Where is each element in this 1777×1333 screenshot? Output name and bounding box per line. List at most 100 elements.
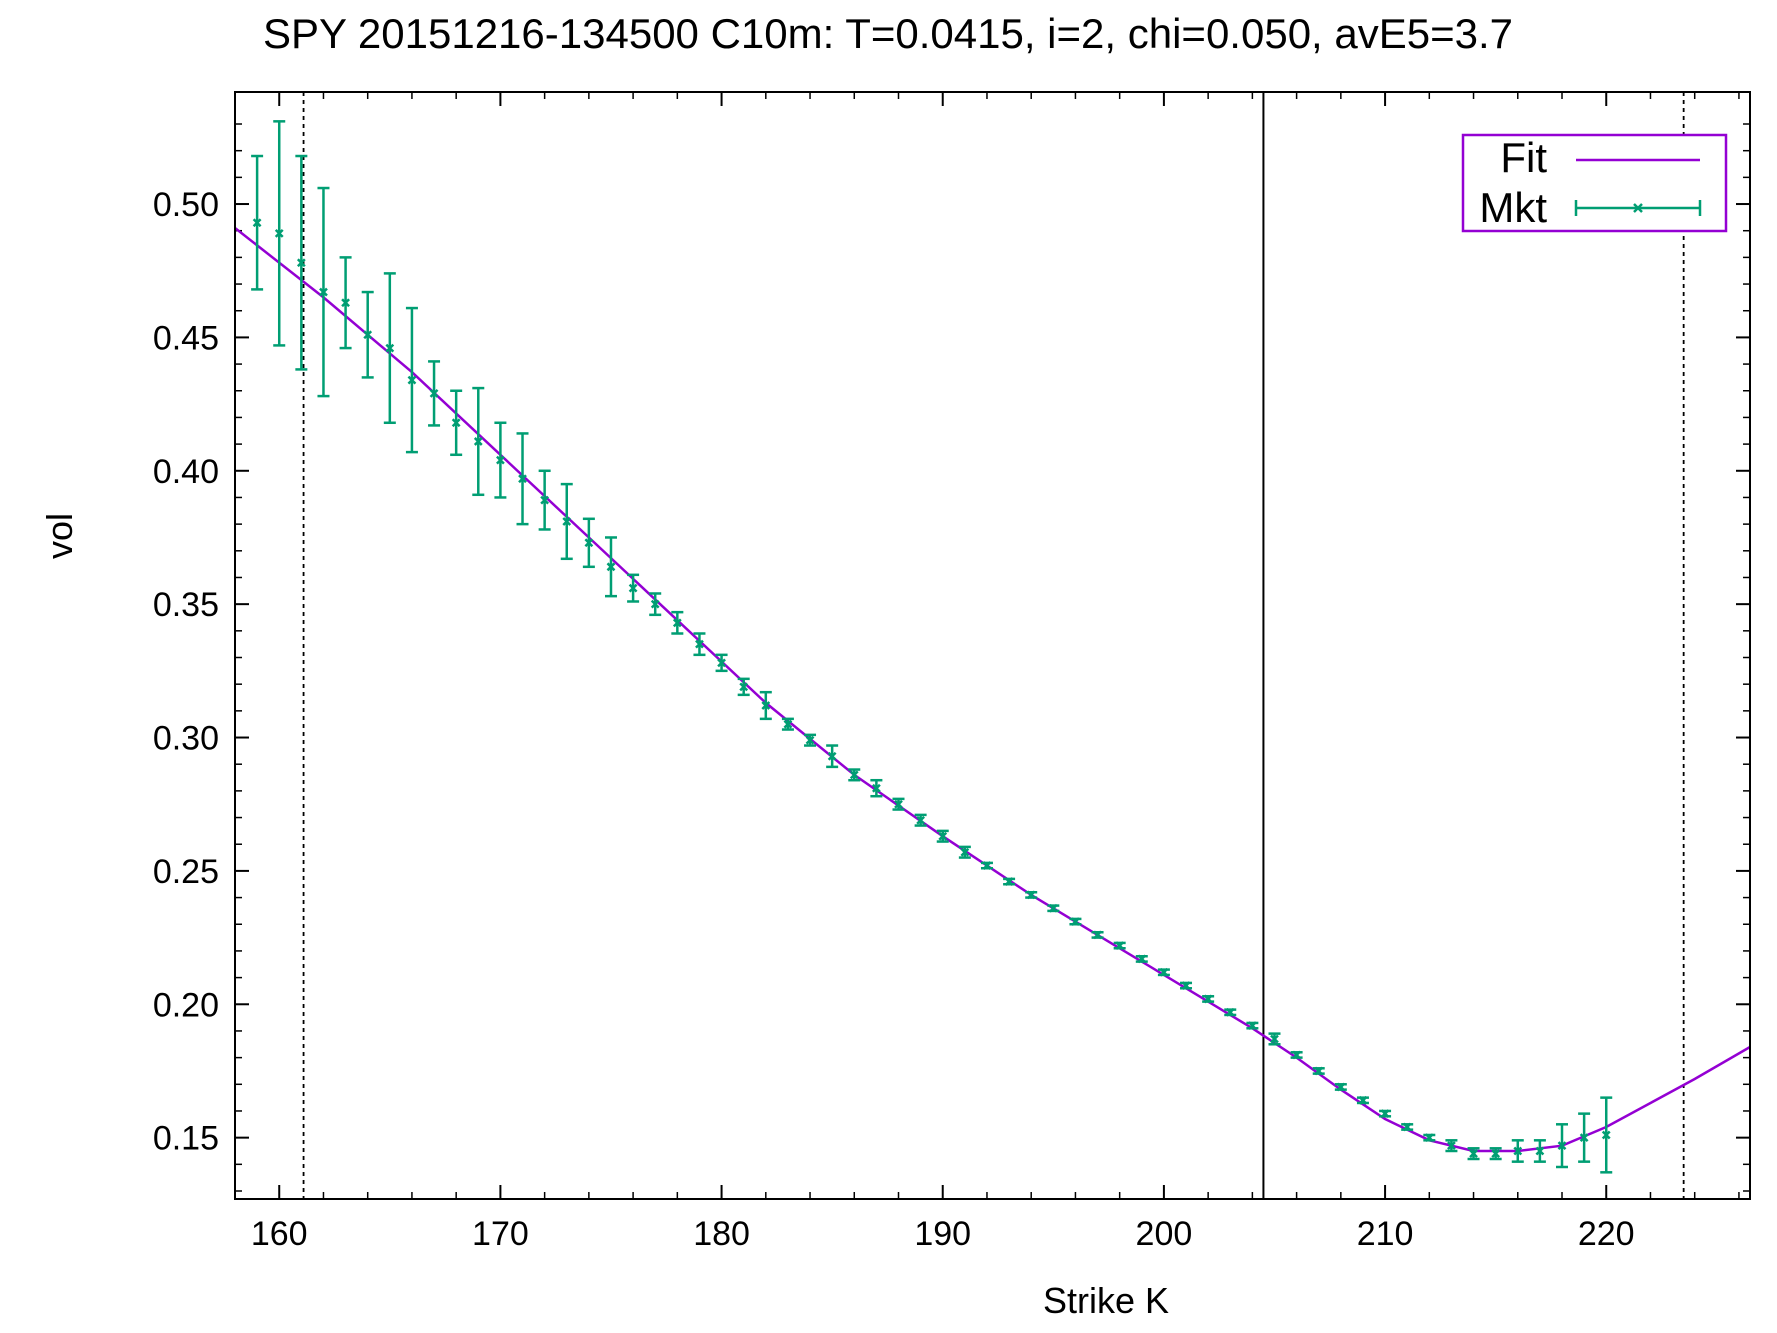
point-marker <box>606 562 616 572</box>
mkt-point <box>804 733 817 747</box>
point-marker <box>628 583 638 593</box>
x-tick-label: 180 <box>693 1215 750 1253</box>
point-marker <box>717 658 726 668</box>
legend: Fit Mkt <box>1461 133 1728 233</box>
mkt-point <box>1246 1021 1259 1030</box>
mkt-point <box>980 861 993 870</box>
x-tick-label: 200 <box>1136 1215 1193 1253</box>
mkt-point <box>914 813 927 827</box>
reference-lines <box>302 92 1685 1199</box>
point-marker <box>1336 1082 1346 1092</box>
point-marker <box>1026 890 1036 900</box>
point-marker <box>1181 981 1191 990</box>
mkt-point <box>1003 877 1016 886</box>
mkt-point <box>1401 1122 1414 1132</box>
mkt-point <box>1356 1095 1369 1105</box>
point-marker <box>319 287 328 297</box>
mkt-point <box>759 690 772 721</box>
point-marker <box>672 618 682 628</box>
mkt-point <box>1511 1139 1524 1163</box>
point-marker <box>894 799 903 809</box>
point-marker <box>739 682 749 692</box>
mkt-point <box>693 632 706 657</box>
mkt-point <box>273 120 286 347</box>
mkt-point <box>582 517 595 569</box>
point-marker <box>938 831 948 841</box>
mkt-point <box>1533 1139 1546 1163</box>
mkt-point <box>1312 1066 1325 1076</box>
point-marker <box>496 455 505 465</box>
point-marker <box>827 751 837 761</box>
legend-label-mkt: Mkt <box>1479 184 1547 231</box>
point-marker <box>296 258 306 268</box>
mkt-point <box>1180 981 1193 990</box>
mkt-point <box>1047 903 1060 913</box>
point-marker <box>429 389 439 398</box>
point-marker <box>1247 1021 1257 1030</box>
point-marker <box>1225 1007 1235 1017</box>
x-tick-label: 190 <box>914 1215 971 1253</box>
y-axis-label: vol <box>39 513 80 559</box>
mkt-point <box>737 677 750 697</box>
mkt-point <box>1069 917 1082 926</box>
point-marker <box>1071 917 1080 926</box>
mkt-point <box>538 469 551 531</box>
legend-swatch-mkt <box>1574 200 1702 216</box>
y-tick-label: 0.20 <box>153 986 219 1024</box>
point-marker <box>252 218 262 228</box>
point-marker <box>1270 1034 1279 1044</box>
y-tick-label: 0.45 <box>153 319 219 357</box>
mkt-point <box>383 272 396 425</box>
mkt-point <box>649 592 662 617</box>
mkt-point <box>715 653 728 673</box>
point-marker <box>1203 994 1213 1004</box>
x-tick-label: 160 <box>251 1215 308 1253</box>
point-marker <box>783 719 793 729</box>
mkt-point <box>1600 1096 1613 1174</box>
mkt-point <box>361 290 374 379</box>
mkt-point <box>1268 1032 1281 1046</box>
point-marker <box>1513 1146 1523 1156</box>
mkt-point <box>1334 1082 1347 1092</box>
fit-line <box>234 227 1751 1153</box>
point-marker <box>872 783 881 793</box>
mkt-point <box>1135 954 1148 964</box>
mkt-point <box>1445 1139 1458 1153</box>
mkt-point <box>781 717 794 731</box>
mkt-point <box>251 154 264 291</box>
legend-box <box>1461 133 1728 233</box>
point-marker <box>473 437 483 446</box>
mkt-point <box>1578 1112 1591 1163</box>
mkt-point <box>826 744 839 769</box>
mkt-point <box>958 845 971 859</box>
y-tick-label: 0.15 <box>153 1120 219 1158</box>
point-marker <box>274 228 284 238</box>
mkt-point <box>494 421 507 499</box>
point-marker <box>407 375 417 385</box>
point-marker <box>695 639 704 649</box>
mkt-point <box>1224 1007 1237 1017</box>
point-marker <box>1314 1066 1324 1076</box>
point-marker <box>451 418 461 428</box>
point-marker <box>849 770 859 780</box>
point-marker <box>1402 1122 1412 1132</box>
mkt-point <box>1113 941 1126 950</box>
mkt-point <box>1025 890 1038 900</box>
point-marker <box>1557 1141 1567 1151</box>
mkt-point <box>627 573 640 603</box>
point-marker <box>916 815 926 825</box>
point-marker <box>562 517 572 526</box>
mkt-point <box>1157 967 1170 977</box>
y-tick-label: 0.30 <box>153 720 219 758</box>
legend-label-fit: Fit <box>1500 134 1547 181</box>
point-marker <box>1004 877 1014 886</box>
point-marker <box>540 495 550 505</box>
point-marker <box>650 599 660 609</box>
point-marker <box>1447 1141 1456 1151</box>
point-marker <box>1093 930 1102 940</box>
chart-title: SPY 20151216-134500 C10m: T=0.0415, i=2,… <box>263 10 1513 57</box>
mkt-point <box>1467 1147 1480 1161</box>
mkt-point <box>848 768 861 782</box>
mkt-point <box>1290 1050 1303 1060</box>
point-marker <box>1292 1050 1301 1060</box>
